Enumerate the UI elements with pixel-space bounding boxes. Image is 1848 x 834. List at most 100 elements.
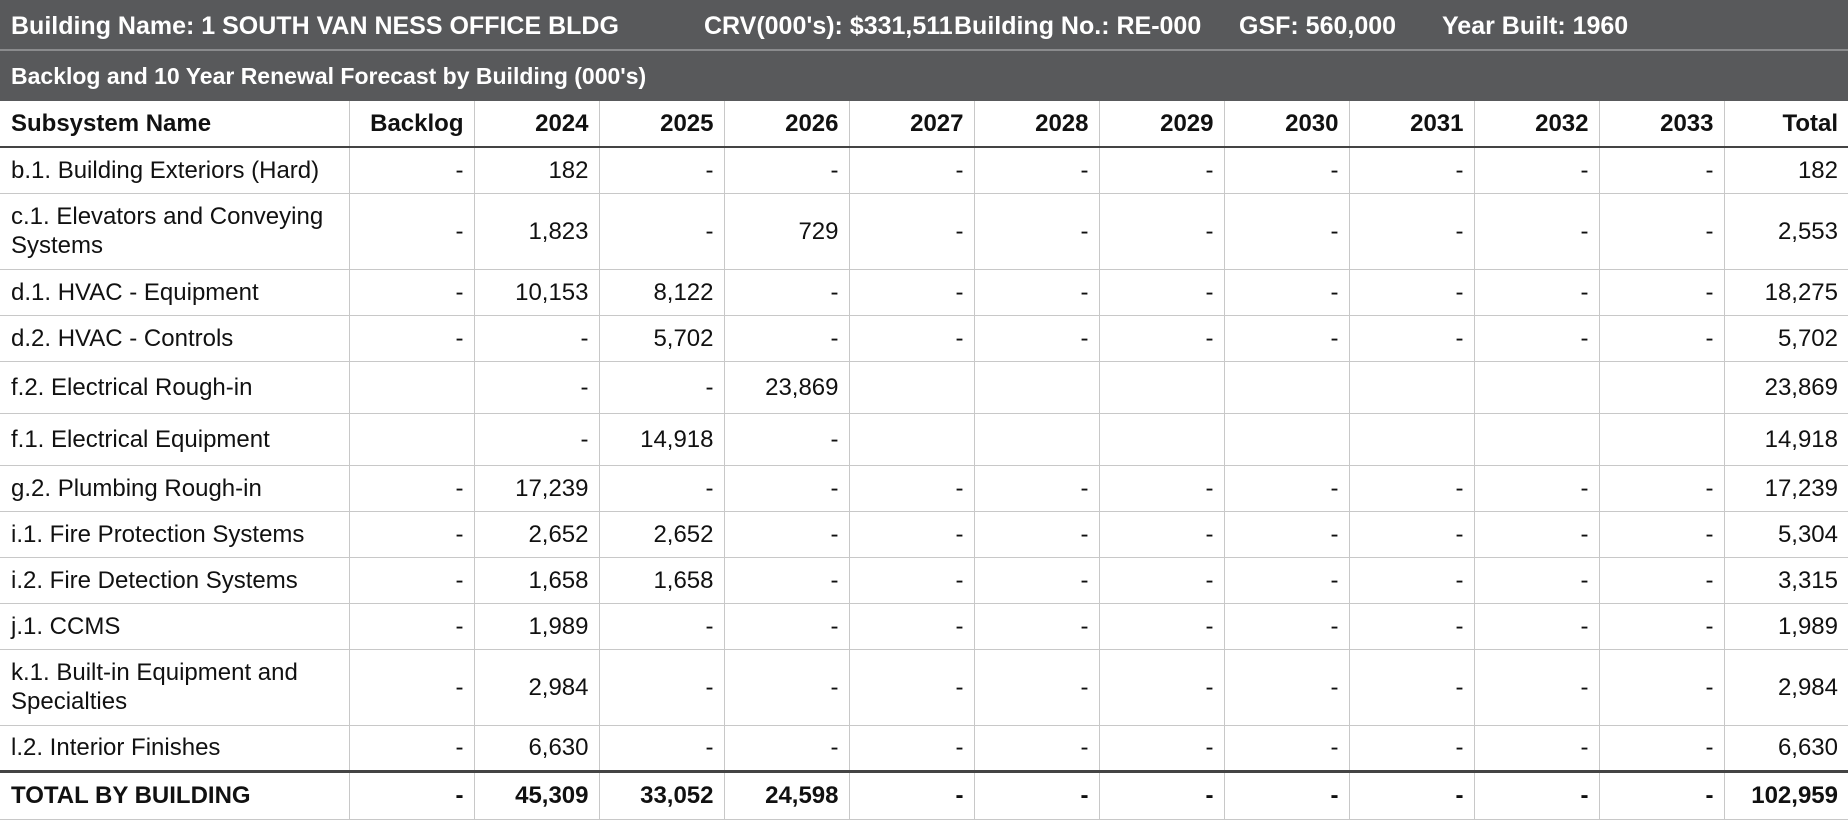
cell-2027: - <box>849 193 975 270</box>
cell-2027: - <box>849 147 975 194</box>
building-info-bar: Building Name: 1 SOUTH VAN NESS OFFICE B… <box>0 0 1848 49</box>
cell-2031 <box>1349 413 1475 466</box>
cell-2031: - <box>1349 725 1475 772</box>
cell-2026: - <box>724 725 850 772</box>
cell-2025: - <box>599 361 725 414</box>
cell-2024: - <box>474 315 600 362</box>
cell-2031: - <box>1349 315 1475 362</box>
column-header-2029: 2029 <box>1099 101 1225 148</box>
cell-2024: - <box>474 413 600 466</box>
cell-2033: - <box>1599 465 1725 512</box>
cell-2026: - <box>724 511 850 558</box>
table-row: c.1. Elevators and Conveying Systems -1,8… <box>0 193 1848 270</box>
subsystem-name: f.2. Electrical Rough-in <box>0 361 350 414</box>
total-backlog: - <box>349 769 475 820</box>
subsystem-name: j.1. CCMS <box>0 603 350 650</box>
cell-backlog: - <box>349 725 475 772</box>
cell-2025: - <box>599 147 725 194</box>
cell-total: 18,275 <box>1724 269 1848 316</box>
cell-2032: - <box>1474 269 1600 316</box>
cell-2032: - <box>1474 147 1600 194</box>
cell-2027: - <box>849 725 975 772</box>
cell-2027: - <box>849 269 975 316</box>
header-divider <box>0 49 1848 51</box>
cell-2033: - <box>1599 511 1725 558</box>
cell-2027: - <box>849 603 975 650</box>
cell-2025: 14,918 <box>599 413 725 466</box>
cell-2029: - <box>1099 147 1225 194</box>
cell-2027: - <box>849 649 975 726</box>
cell-2026: - <box>724 603 850 650</box>
cell-2028: - <box>974 725 1100 772</box>
cell-2029: - <box>1099 193 1225 270</box>
table-row: k.1. Built-in Equipment and Specialties -… <box>0 649 1848 726</box>
subsystem-name: d.1. HVAC - Equipment <box>0 269 350 316</box>
cell-2028: - <box>974 557 1100 604</box>
gsf-value: GSF: 560,000 <box>1239 12 1397 40</box>
cell-2026: - <box>724 315 850 362</box>
cell-2024: 6,630 <box>474 725 600 772</box>
table-row: i.1. Fire Protection Systems -2,652 2,652-… <box>0 511 1848 558</box>
cell-2031: - <box>1349 465 1475 512</box>
column-header-2026: 2026 <box>724 101 850 148</box>
subsystem-name: k.1. Built-in Equipment and Specialties <box>0 649 350 726</box>
cell-2029: - <box>1099 725 1225 772</box>
total-2026: 24,598 <box>724 769 850 820</box>
cell-2024: 17,239 <box>474 465 600 512</box>
subsystem-name: g.2. Plumbing Rough-in <box>0 465 350 512</box>
column-header-2027: 2027 <box>849 101 975 148</box>
cell-2028: - <box>974 511 1100 558</box>
cell-2032 <box>1474 413 1600 466</box>
subsystem-name: b.1. Building Exteriors (Hard) <box>0 147 350 194</box>
report-title: Backlog and 10 Year Renewal Forecast by … <box>11 63 647 89</box>
cell-2031: - <box>1349 557 1475 604</box>
total-2031: - <box>1349 769 1475 820</box>
cell-2029: - <box>1099 557 1225 604</box>
subsystem-name: f.1. Electrical Equipment <box>0 413 350 466</box>
cell-2032: - <box>1474 557 1600 604</box>
cell-2026: - <box>724 413 850 466</box>
subsystem-name: d.2. HVAC - Controls <box>0 315 350 362</box>
table-row: l.2. Interior Finishes -6,630- - - - - - - - -6,6… <box>0 725 1848 772</box>
cell-2028 <box>974 361 1100 414</box>
cell-backlog: - <box>349 315 475 362</box>
cell-2028: - <box>974 315 1100 362</box>
cell-2027: - <box>849 465 975 512</box>
cell-2026: - <box>724 269 850 316</box>
cell-2033: - <box>1599 557 1725 604</box>
cell-total: 5,702 <box>1724 315 1848 362</box>
column-header-2025: 2025 <box>599 101 725 148</box>
cell-2030: - <box>1224 649 1350 726</box>
column-header-backlog: Backlog <box>349 101 475 148</box>
cell-2030: - <box>1224 315 1350 362</box>
cell-backlog: - <box>349 465 475 512</box>
total-2025: 33,052 <box>599 769 725 820</box>
cell-2033: - <box>1599 649 1725 726</box>
cell-2025: - <box>599 603 725 650</box>
cell-backlog: - <box>349 603 475 650</box>
cell-backlog <box>349 413 475 466</box>
column-header-2031: 2031 <box>1349 101 1475 148</box>
crv-value: CRV(000's): $331,511 <box>704 12 953 40</box>
table-row: i.2. Fire Detection Systems -1,658 1,658- -… <box>0 557 1848 604</box>
building-number: Building No.: RE-000 <box>954 12 1202 40</box>
cell-backlog: - <box>349 557 475 604</box>
cell-total: 2,553 <box>1724 193 1848 270</box>
cell-backlog: - <box>349 511 475 558</box>
column-header-2032: 2032 <box>1474 101 1600 148</box>
cell-2026: 729 <box>724 193 850 270</box>
cell-2025: - <box>599 465 725 512</box>
total-row: TOTAL BY BUILDING -45,309 33,052 24,598- - - -… <box>0 769 1848 820</box>
cell-total: 23,869 <box>1724 361 1848 414</box>
cell-2025: - <box>599 725 725 772</box>
cell-2029 <box>1099 413 1225 466</box>
cell-2024: 2,984 <box>474 649 600 726</box>
cell-2024: 10,153 <box>474 269 600 316</box>
column-header-2028: 2028 <box>974 101 1100 148</box>
cell-2028: - <box>974 465 1100 512</box>
cell-2030 <box>1224 413 1350 466</box>
cell-2028: - <box>974 193 1100 270</box>
report-title-bar: Backlog and 10 Year Renewal Forecast by … <box>0 51 1848 101</box>
subsystem-name: i.2. Fire Detection Systems <box>0 557 350 604</box>
